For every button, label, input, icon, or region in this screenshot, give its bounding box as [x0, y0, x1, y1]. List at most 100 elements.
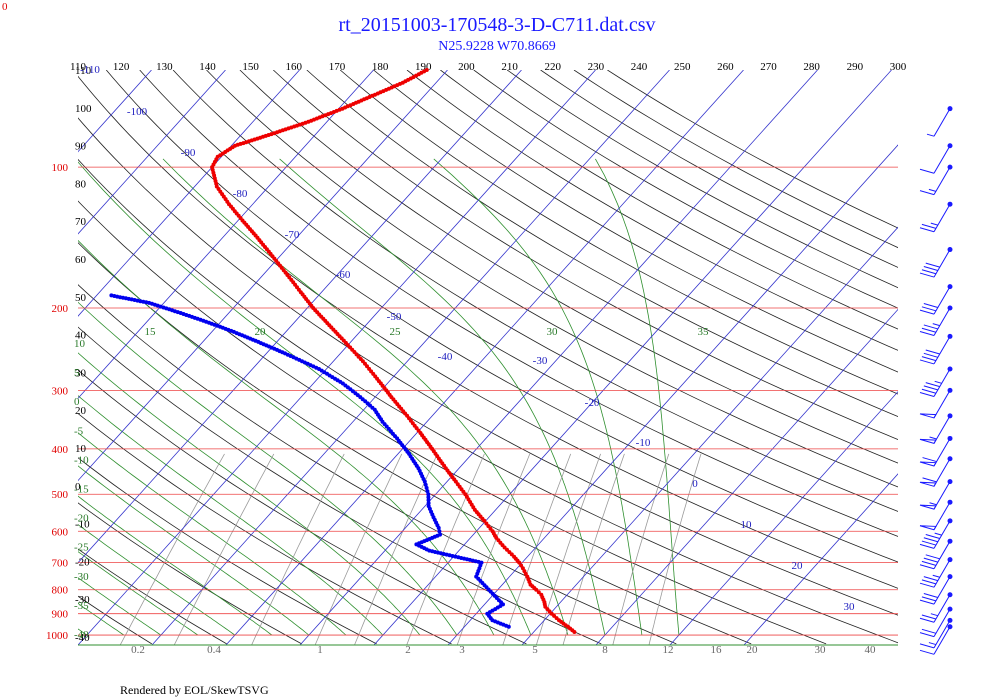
dewpoint-point [109, 293, 114, 298]
mixing-ratio-label: 1 [317, 644, 323, 656]
wind-barb-flag [919, 227, 935, 233]
pressure-tick-label: 100 [52, 162, 69, 174]
moist-adiabat-left-label: 0 [74, 396, 80, 408]
wind-barb-flag [923, 557, 938, 563]
pressure-tick-label: 800 [52, 585, 69, 597]
wind-barb-staff [933, 458, 951, 487]
dry-adiabat-line [78, 326, 602, 645]
moist-adiabat-line [78, 465, 310, 636]
isotherm-label: -100 [127, 106, 148, 118]
wind-barb-flag [919, 643, 935, 649]
top-axis-tick-label: 180 [372, 61, 389, 73]
mixing-ratio-line [562, 453, 625, 645]
isotherm-label: -90 [181, 147, 196, 159]
wind-barb-half-flag [932, 574, 940, 578]
wind-barb-flag [923, 593, 938, 599]
dry-adiabat-line [239, 70, 898, 464]
top-axis-tick-label: 160 [286, 61, 303, 73]
left-axis-tick-label: -10 [75, 519, 90, 531]
dewpoint-point [426, 492, 431, 497]
wind-barb-flag [923, 352, 938, 358]
left-axis-tick-label: 110 [75, 65, 92, 77]
mixing-ratio-line [612, 453, 670, 645]
top-axis-tick-label: 250 [674, 61, 691, 73]
moist-adiabat-left-label: -35 [74, 600, 89, 612]
isotherm-line [373, 70, 892, 645]
top-axis-tick-label: 270 [760, 61, 777, 73]
isotherm-line [151, 70, 670, 645]
wind-barb-flag [925, 533, 940, 539]
moist-adiabat-line [78, 524, 236, 636]
moist-adiabat-line [78, 161, 532, 636]
wind-barb-staff [933, 620, 951, 649]
sounding-profiles [109, 68, 577, 634]
dewpoint-point [426, 495, 431, 500]
wind-barb-half-flag [929, 436, 937, 440]
moist-adiabat-line [433, 158, 643, 636]
dry-adiabat-line [78, 457, 377, 645]
wind-barb-flag [922, 457, 937, 463]
isotherm-label: -30 [533, 355, 548, 367]
wind-barb-flag [921, 388, 937, 394]
isotherm-line [78, 70, 448, 482]
dewpoint-point [426, 501, 431, 506]
top-axis-tick-label: 220 [544, 61, 561, 73]
left-axis-tick-label: 20 [75, 405, 87, 417]
left-axis-tick-label: 60 [75, 254, 87, 266]
wind-barb-flag [921, 269, 937, 275]
wind-barb-flag [921, 327, 937, 333]
temperature-point [424, 68, 429, 72]
wind-barb-flag [919, 582, 935, 588]
wind-barb-staff [933, 415, 951, 444]
isotherm-line [78, 70, 522, 564]
moist-adiabat-line [78, 301, 458, 636]
dry-adiabat-line [78, 502, 302, 645]
left-axis-tick-label: 40 [75, 330, 87, 342]
isotherm-line [743, 473, 898, 645]
isotherm-line [78, 70, 226, 235]
wind-barb-half-flag [932, 323, 940, 327]
pressure-tick-label: 300 [52, 385, 69, 397]
clipped-lines [78, 70, 898, 645]
mixing-ratio-label: 16 [711, 644, 723, 656]
wind-barb-half-flag [934, 532, 942, 536]
moist-adiabat-left-label: 10 [74, 338, 86, 350]
wind-barb-flag [923, 303, 938, 308]
wind-barb-flag [919, 190, 935, 196]
wind-barb-flag [919, 632, 935, 638]
moist-adiabat-left-label: -40 [74, 629, 89, 641]
isotherm-line [225, 70, 744, 645]
mixing-ratio-line [314, 453, 403, 645]
moist-adiabat-left-label: -25 [74, 542, 89, 554]
dewpoint-point [425, 489, 430, 494]
pressure-tick-label: 200 [52, 303, 69, 315]
wind-barb-half-flag [928, 188, 937, 192]
wind-barb-flag [923, 385, 938, 391]
wind-barb-half-flag [930, 613, 938, 617]
isotherm-label: -110 [80, 64, 100, 76]
isotherm-line [78, 70, 374, 399]
wind-barb-flag [919, 168, 935, 174]
top-axis-tick-label: 150 [242, 61, 259, 73]
isotherm-label: -40 [438, 351, 453, 363]
top-axis-tick-label: 280 [803, 61, 820, 73]
wind-barb-staff [933, 501, 951, 530]
wind-barb-flag [921, 540, 937, 546]
dry-adiabat-line [373, 70, 898, 373]
left-axis-tick-label: 90 [75, 141, 87, 153]
wind-barb-flag [923, 576, 938, 582]
dry-adiabat-line [406, 70, 898, 351]
wind-barb-half-flag [934, 380, 942, 384]
top-axis-tick-label: 300 [890, 61, 907, 73]
top-axis-tick-label: 200 [458, 61, 475, 73]
wind-barb-flag [919, 564, 935, 570]
isotherm-label: -60 [336, 269, 351, 281]
left-axis-tick-label: 80 [75, 178, 87, 190]
temperature-point [519, 563, 524, 568]
wind-barb-flag [921, 356, 937, 362]
moist-adiabat-label: 20 [255, 326, 267, 338]
left-axis-tick-label: 0 [75, 481, 81, 493]
moist-adiabat-line [78, 432, 347, 636]
